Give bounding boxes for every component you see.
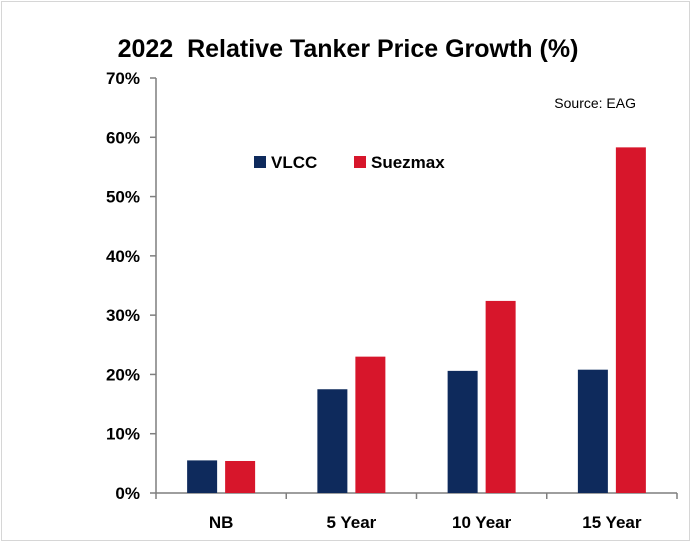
y-tick-label: 60% (106, 128, 140, 147)
y-tick-label: 30% (106, 306, 140, 325)
y-tick-label: 50% (106, 188, 140, 207)
x-category-label: 5 Year (326, 513, 376, 532)
bar-vlcc-15-year (577, 369, 608, 493)
legend-label-suezmax: Suezmax (371, 153, 445, 172)
bar-vlcc-5-year (317, 389, 348, 493)
bars (187, 147, 646, 493)
legend: VLCC Suezmax (254, 153, 445, 172)
chart-title: 2022 Relative Tanker Price Growth (%) (118, 35, 579, 63)
bar-vlcc-nb (187, 460, 218, 493)
legend-label-vlcc: VLCC (271, 153, 317, 172)
legend-swatch-suezmax (354, 156, 366, 168)
bar-suezmax-10-year (485, 300, 516, 493)
bar-vlcc-10-year (447, 370, 478, 493)
x-axis-categories: NB 5 Year 10 Year 15 Year (155, 493, 678, 532)
y-tick-label: 0% (115, 484, 140, 503)
y-tick-label: 40% (106, 247, 140, 266)
bar-suezmax-15-year (615, 147, 646, 493)
y-tick-label: 10% (106, 425, 140, 444)
source-annotation: Source: EAG (554, 95, 636, 111)
y-tick-label: 20% (106, 365, 140, 384)
x-category-label: NB (209, 513, 234, 532)
y-axis-ticks: 0% 10% 20% 30% 40% 50% 60% 70% (106, 69, 156, 503)
x-category-label: 15 Year (582, 513, 642, 532)
bar-suezmax-nb (225, 460, 256, 493)
bar-suezmax-5-year (355, 356, 386, 493)
x-category-label: 10 Year (452, 513, 512, 532)
legend-swatch-vlcc (254, 156, 266, 168)
y-tick-label: 70% (106, 69, 140, 88)
